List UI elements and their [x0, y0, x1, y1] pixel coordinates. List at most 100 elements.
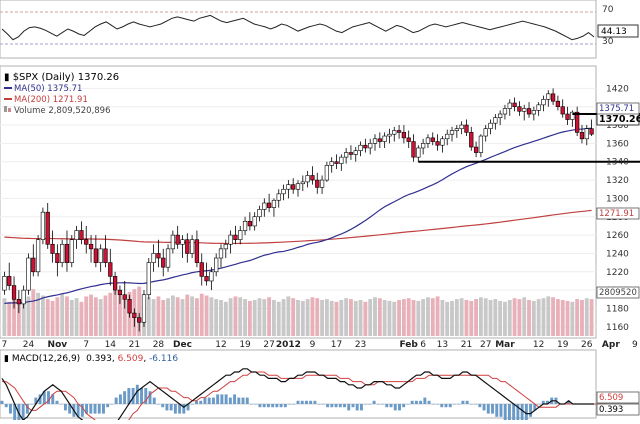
macd-hist-bar: [161, 404, 165, 408]
candle-body: [555, 100, 561, 107]
volume-bar: [320, 300, 324, 336]
x-axis-label: 12: [215, 340, 226, 350]
candle-body: [122, 294, 127, 300]
volume-bar: [421, 299, 426, 336]
candle-body: [560, 106, 565, 115]
macd-hist-bar: [237, 397, 241, 404]
macd-line: [1, 368, 594, 424]
candle-body: [257, 209, 262, 218]
macd-hist-bar: [13, 404, 17, 420]
macd-hist-bar: [355, 404, 359, 411]
candle-body: [45, 211, 50, 245]
x-axis-label: 28: [153, 340, 165, 350]
candle-body: [79, 230, 84, 240]
candle-body: [262, 202, 267, 210]
candle-body: [579, 132, 585, 140]
macd-hist-bar: [144, 388, 148, 404]
legend-title: ▮ $SPX (Daily) 1370.26: [4, 72, 119, 83]
candle-body: [242, 221, 248, 231]
candle-body: [26, 257, 31, 291]
candle-body: [498, 113, 503, 118]
last-price-label: 1370.26: [599, 114, 640, 125]
macd-hist-bar: [436, 404, 440, 405]
ma50-line: [4, 127, 592, 304]
candle-body: [103, 248, 108, 263]
macd-hist-bar: [63, 404, 67, 411]
candle-body: [473, 146, 479, 153]
x-axis-label: 19: [557, 340, 569, 350]
macd-hist-bar: [448, 404, 452, 408]
macd-hist-bar: [135, 384, 139, 404]
candle-body: [209, 271, 214, 282]
macd-hist-bar: [313, 400, 317, 404]
candle-body: [344, 152, 349, 158]
volume-bar: [108, 292, 113, 336]
candle-body: [324, 165, 330, 181]
macd-hist-bar: [359, 404, 363, 411]
macd-hist-bar: [4, 404, 8, 408]
x-axis-label: 9: [310, 340, 316, 350]
volume-bar: [536, 299, 541, 336]
macd-value-box: [596, 403, 640, 416]
volume-bar: [315, 298, 320, 336]
candle-body: [570, 111, 575, 120]
macd-hist-bar: [178, 404, 182, 414]
volume-bar: [344, 298, 349, 336]
legend-icon: ▮: [4, 72, 13, 83]
candle-body: [315, 179, 320, 188]
macd-hist-bar: [279, 404, 283, 408]
price-tick-label: 1220: [606, 268, 629, 278]
volume-bar: [65, 296, 69, 336]
candle-body: [50, 243, 55, 254]
volume-bar: [50, 300, 55, 336]
candle-body: [541, 99, 546, 106]
macd-hist-bar: [372, 400, 376, 404]
candle-body: [146, 262, 151, 296]
ma50-value-label: 1375.71: [599, 104, 634, 114]
candle-body: [546, 93, 551, 100]
ma200-value-box: [596, 207, 640, 220]
macd-hist-bar: [182, 404, 186, 414]
candle-body: [180, 239, 185, 245]
candle-body: [228, 234, 233, 245]
volume-bar: [267, 297, 272, 336]
macd-hist-bar: [495, 404, 499, 417]
macd-hist-bar: [258, 404, 262, 408]
volume-bar: [474, 299, 479, 336]
candle-body: [31, 257, 36, 273]
candle-body: [416, 147, 421, 158]
candle-body: [35, 239, 41, 273]
volume-bar: [527, 300, 531, 336]
macd-hist-bar: [262, 404, 266, 408]
macd-icon: ▮: [4, 354, 12, 364]
macd-hist-bar: [444, 404, 448, 408]
candle-body: [469, 132, 474, 148]
macd-hist-bar: [533, 404, 537, 411]
macd-hist-bar: [499, 404, 503, 417]
price-tick-label: 1340: [606, 158, 629, 168]
candle-body: [276, 193, 281, 201]
candle-body: [281, 188, 286, 195]
macd-hist-bar: [491, 404, 494, 414]
macd-hist-bar: [414, 400, 418, 404]
macd-hist-bar: [173, 404, 177, 414]
macd-hist-bar: [461, 400, 465, 404]
macd-hist-bar: [300, 400, 304, 404]
macd-hist-bar: [250, 404, 253, 405]
volume-bar: [84, 296, 89, 336]
candle-body: [98, 248, 103, 263]
volume-bar: [117, 293, 122, 336]
candle-body: [310, 175, 315, 181]
macd-hist-bar: [385, 404, 389, 408]
macd-hist-bar: [216, 394, 220, 404]
candle-body: [454, 128, 459, 131]
x-axis-label: 13: [437, 340, 448, 350]
volume-bar: [517, 299, 522, 336]
volume-bar: [358, 300, 363, 336]
macd-hist-bar: [334, 404, 338, 408]
candle-body: [575, 111, 580, 133]
price-tick-label: 1160: [606, 323, 629, 333]
macd-hist-bar: [80, 404, 84, 417]
candle-body: [194, 239, 200, 263]
